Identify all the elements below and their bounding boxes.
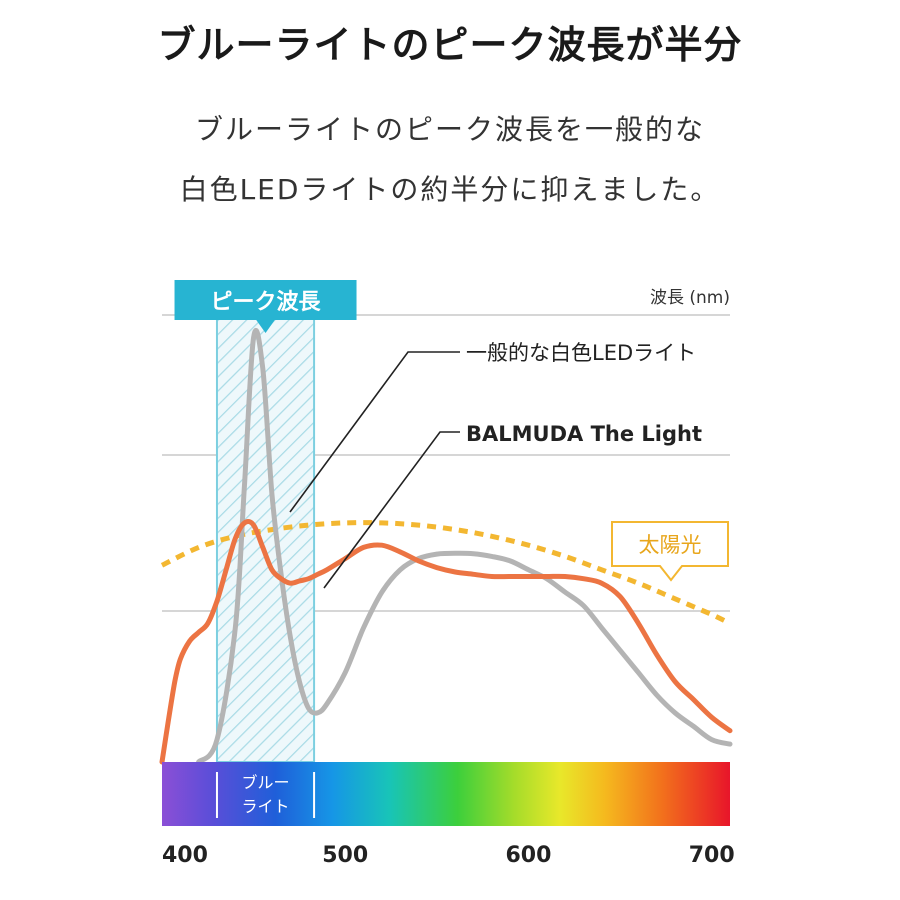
peak-tab-box <box>174 280 357 320</box>
peak-tab-label: ピーク波長 <box>211 290 322 315</box>
series-layer <box>159 328 733 765</box>
peak-tab-pointer <box>255 319 276 333</box>
sunlight-callout-box <box>611 521 729 582</box>
legend-balmuda-label: BALMUDA The Light <box>466 422 702 446</box>
x-tick-label: 600 <box>505 843 551 868</box>
callout-sunlight: 太陽光 <box>611 521 729 582</box>
callout-balmuda: BALMUDA The Light <box>323 422 702 589</box>
callout-led: 一般的な白色LEDライト <box>289 341 696 513</box>
peak-wavelength-tab: ピーク波長 <box>174 280 357 333</box>
series-line-1 <box>159 519 733 765</box>
lead-text-line-1: ブルーライトのピーク波長を一般的な <box>194 113 705 146</box>
x-axis-label: 波長 (nm) <box>650 288 730 308</box>
visible-spectrum-bar <box>162 762 730 826</box>
series-line-0 <box>196 328 733 765</box>
x-tick-label: 400 <box>162 843 208 868</box>
legend-sunlight-label: 太陽光 <box>639 533 702 557</box>
lead-text-line-2: 白色LEDライトの約半分に抑えました。 <box>179 173 721 206</box>
x-tick-label: 500 <box>322 843 368 868</box>
x-tick-labels: 400 500 600 700 <box>162 843 735 868</box>
callout-led-leader <box>289 351 460 513</box>
callout-balmuda-leader <box>323 431 460 589</box>
headline: ブルーライトのピーク波長が半分 <box>157 23 743 67</box>
blue-light-label-line-2: ライト <box>242 797 290 816</box>
blue-light-label-line-1: ブルー <box>242 773 290 792</box>
series-line-2 <box>160 520 732 626</box>
legend-led-label: 一般的な白色LEDライト <box>466 341 696 365</box>
x-tick-label: 700 <box>689 843 735 868</box>
